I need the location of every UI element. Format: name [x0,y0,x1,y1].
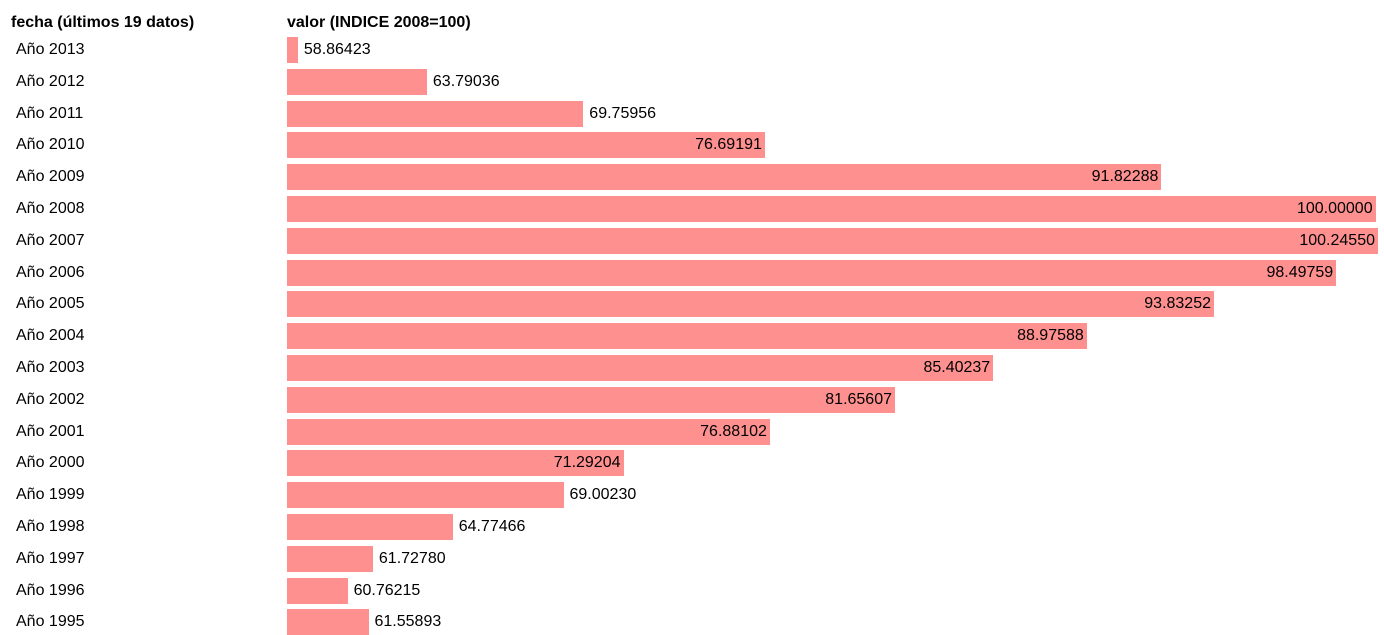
category-label: Año 1998 [16,518,85,535]
bar [287,450,624,477]
bar [287,418,770,445]
value-label: 93.83252 [1144,295,1211,313]
value-label: 61.72780 [378,549,446,567]
value-label: 63.79036 [432,72,500,90]
value-label: 60.76215 [353,581,421,599]
category-label: Año 2011 [16,104,84,122]
chart-row: Año 1997 61.72780 [0,545,1384,572]
category-label: Año 2010 [16,136,85,154]
bar [287,577,348,604]
bar [287,227,1378,254]
category-label: Año 2012 [16,72,85,90]
category-column-header: fecha (últimos 19 datos) [11,14,195,31]
bar [287,132,765,159]
bar [287,482,564,509]
bar [287,291,1214,318]
bar [287,355,994,381]
value-label: 88.97588 [1017,327,1084,345]
value-label: 69.75956 [589,104,657,122]
bar [287,100,584,127]
category-label: Año 2004 [16,327,85,345]
value-column-header: valor (INDICE 2008=100) [287,14,471,31]
value-label: 69.00230 [569,486,637,504]
category-label: Año 2008 [16,200,85,217]
chart-row: Año 2010 76.69191 [0,132,1384,159]
chart-row: Año 2000 71.29204 [0,450,1384,477]
bar [287,514,453,540]
chart-row: Año 2007 100.24550 [0,227,1384,254]
bar [287,545,373,572]
chart-row: Año 2009 91.82288 [0,164,1384,191]
chart-row: Año 1996 60.76215 [0,577,1384,604]
chart-row: Año 2011 69.75956 [0,100,1384,127]
category-label: Año 1996 [16,581,85,599]
value-label: 58.86423 [303,41,371,58]
category-label: Año 2009 [16,168,85,186]
value-label: 64.77466 [458,518,526,535]
value-label: 81.65607 [825,390,892,408]
chart-row: Año 1999 69.00230 [0,482,1384,509]
bar [287,386,895,413]
value-label: 61.55893 [374,613,442,631]
category-label: Año 1995 [16,613,85,631]
value-label: 76.88102 [700,422,767,440]
category-label: Año 1999 [16,486,85,504]
chart-row: Año 2002 81.65607 [0,386,1384,413]
value-label: 91.82288 [1091,168,1159,186]
bar [287,259,1337,286]
category-label: Año 2000 [16,454,85,472]
bar [287,609,369,635]
chart-row: Año 2005 93.83252 [0,291,1384,318]
bar [287,196,1376,222]
value-label: 71.29204 [553,454,621,472]
category-label: Año 2005 [16,295,85,313]
bar [287,37,298,63]
value-label: 100.00000 [1296,200,1373,217]
chart-row: Año 2003 85.40237 [0,355,1384,381]
category-label: Año 2002 [16,390,85,408]
value-label: 85.40237 [923,359,991,376]
category-label: Año 2001 [16,422,85,440]
category-label: Año 1997 [16,549,85,567]
bar [287,68,427,95]
chart-row: Año 2008 100.00000 [0,196,1384,222]
value-label: 100.24550 [1299,231,1375,249]
chart-row: Año 2006 98.49759 [0,259,1384,286]
chart-row: Año 2012 63.79036 [0,68,1384,95]
chart-row: Año 2004 88.97588 [0,323,1384,350]
value-label: 98.49759 [1266,263,1334,281]
chart-row: Año 2001 76.88102 [0,418,1384,445]
bar [287,164,1162,191]
category-label: Año 2003 [16,359,85,376]
chart-row: Año 1995 61.55893 [0,609,1384,635]
value-label: 76.69191 [695,136,762,154]
bar [287,323,1087,350]
chart-row: Año 1998 64.77466 [0,514,1384,540]
category-label: Año 2006 [16,263,85,281]
chart-row: Año 2013 58.86423 [0,37,1384,63]
category-label: Año 2007 [16,231,85,249]
category-label: Año 2013 [16,41,85,58]
